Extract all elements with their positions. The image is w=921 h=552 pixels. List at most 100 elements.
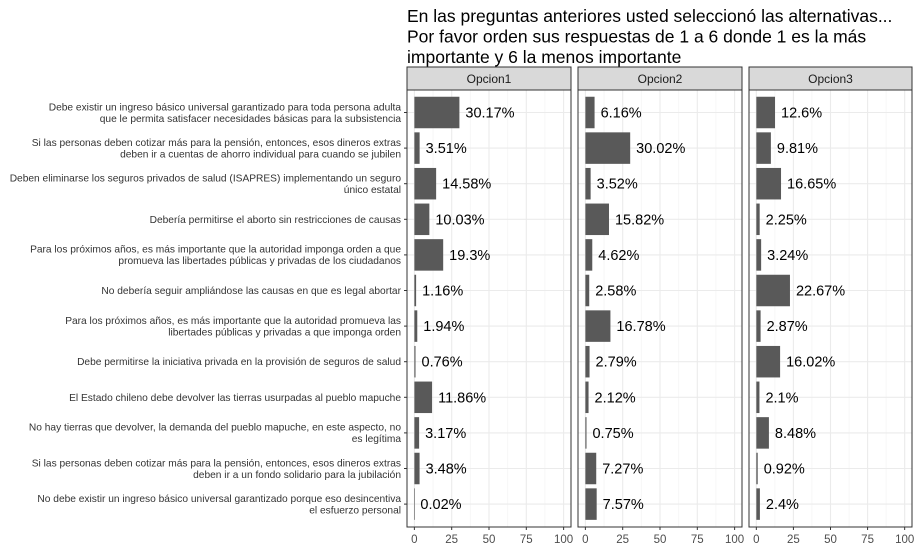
facet-strip-label: Opcion2 xyxy=(638,72,683,86)
bar-value-label: 2.79% xyxy=(596,355,637,371)
bar xyxy=(414,452,420,485)
x-tick-label: 75 xyxy=(520,534,533,546)
facet-strip-label: Opcion3 xyxy=(808,72,853,86)
bar-value-label: 0.92% xyxy=(764,462,805,478)
chart-title-line: importante y 6 la menos importante xyxy=(407,47,681,67)
bar xyxy=(414,310,418,342)
bar-value-label: 2.58% xyxy=(595,284,636,300)
category-label: Debe permitirse la iniciativa privada en… xyxy=(77,357,401,368)
bar xyxy=(585,132,631,164)
facet-strip-label: Opcion1 xyxy=(467,72,512,86)
category-label: No hay tierras que devolver, la demanda … xyxy=(29,423,401,446)
x-tick-label: 100 xyxy=(895,534,914,546)
bar-value-label: 8.48% xyxy=(775,426,816,442)
bar xyxy=(756,381,760,414)
bar-value-label: 2.12% xyxy=(595,390,636,406)
bar xyxy=(414,488,415,520)
bar-value-label: 3.51% xyxy=(426,141,467,157)
bar-value-label: 10.03% xyxy=(435,212,484,228)
bar-value-label: 0.02% xyxy=(420,497,461,513)
facet-strip xyxy=(748,66,913,91)
bar-value-label: 1.16% xyxy=(422,284,463,300)
x-tick-label: 25 xyxy=(445,534,458,546)
bar xyxy=(585,488,597,520)
bar xyxy=(414,132,420,164)
bar xyxy=(585,381,589,414)
bar-value-label: 16.65% xyxy=(787,177,836,193)
category-label: No debería seguir ampliándose las causas… xyxy=(101,286,401,297)
bar-value-label: 16.02% xyxy=(786,355,835,371)
category-label: Si las personas deben cotizar más para l… xyxy=(32,138,401,161)
bar-value-label: 30.02% xyxy=(636,141,685,157)
bar-value-label: 7.57% xyxy=(603,497,644,513)
bar-value-label: 2.4% xyxy=(766,497,799,513)
bar-value-label: 19.3% xyxy=(449,248,490,264)
bar xyxy=(756,274,790,307)
bar xyxy=(585,239,593,271)
bar-value-label: 14.58% xyxy=(442,177,491,193)
bar xyxy=(414,203,430,236)
bar-value-label: 4.62% xyxy=(598,248,639,264)
x-tick-label: 50 xyxy=(824,534,837,546)
category-label: No debe existir un ingreso básico univer… xyxy=(37,494,401,516)
category-label: Debería permitirse el aborto sin restric… xyxy=(150,215,401,226)
bar xyxy=(756,452,758,485)
x-tick-label: 0 xyxy=(753,534,759,546)
category-label: Si las personas deben cotizar más para l… xyxy=(32,458,401,481)
x-tick-label: 100 xyxy=(554,534,573,546)
bar-value-label: 1.94% xyxy=(423,319,464,335)
bar xyxy=(756,132,771,164)
panel-opcion1: 30.17% 3.51% 14.58% 10.03% 19.3% 1.16% 1.94% 0.… xyxy=(406,66,573,546)
category-label: Deben eliminarse los seguros privados de… xyxy=(10,173,402,196)
bar xyxy=(756,239,762,271)
x-tick-label: 0 xyxy=(582,534,588,546)
bar xyxy=(756,203,760,236)
bar xyxy=(585,345,590,378)
bar-value-label: 6.16% xyxy=(601,106,642,122)
bar-value-label: 0.75% xyxy=(592,426,633,442)
bar xyxy=(414,96,460,129)
category-label: El Estado chileno debe devolver las tier… xyxy=(69,393,401,404)
x-tick-label: 50 xyxy=(654,534,667,546)
bar xyxy=(414,345,416,378)
bar-value-label: 2.1% xyxy=(765,390,798,406)
bar xyxy=(414,417,420,449)
bar-value-label: 16.78% xyxy=(616,319,665,335)
chart-title-line: En las preguntas anteriores usted selecc… xyxy=(407,6,892,26)
x-tick-label: 100 xyxy=(725,534,744,546)
panel-opcion2: 6.16% 30.02% 3.52% 15.82% 4.62% 2.58% 16.78% 2.… xyxy=(577,66,744,546)
bar xyxy=(756,488,760,520)
bar xyxy=(414,239,444,271)
bar xyxy=(414,381,433,414)
bar-value-label: 7.27% xyxy=(602,462,643,478)
x-tick-label: 75 xyxy=(691,534,704,546)
bar-value-label: 30.17% xyxy=(465,106,514,122)
bar-value-label: 3.48% xyxy=(426,462,467,478)
bar-value-label: 2.87% xyxy=(767,319,808,335)
x-tick-label: 25 xyxy=(787,534,800,546)
bar xyxy=(585,167,591,200)
bar xyxy=(756,417,769,449)
bar xyxy=(414,274,417,307)
chart-title: En las preguntas anteriores usted selecc… xyxy=(407,6,892,67)
bar xyxy=(756,310,761,342)
bar xyxy=(585,310,611,342)
bar-value-label: 11.86% xyxy=(438,390,486,406)
facet-strip xyxy=(577,66,743,91)
category-labels: Debe existir un ingreso básico universal… xyxy=(10,102,407,516)
chart-title-line: Por favor orden sus respuestas de 1 a 6 … xyxy=(407,27,866,47)
bar xyxy=(585,96,595,129)
bar-value-label: 0.76% xyxy=(422,355,463,371)
facet-panels: 30.17% 3.51% 14.58% 10.03% 19.3% 1.16% 1.94% 0.… xyxy=(406,66,914,546)
bar-value-label: 3.24% xyxy=(767,248,808,264)
panel-opcion3: 12.6% 9.81% 16.65% 2.25% 3.24% 22.67% 2.87% 16.… xyxy=(748,66,914,546)
bar xyxy=(585,452,597,485)
category-label: Para los próximos años, es más important… xyxy=(30,245,401,268)
bar-value-label: 3.52% xyxy=(597,177,638,193)
bar xyxy=(585,417,587,449)
bar-value-label: 2.25% xyxy=(766,212,807,228)
bar xyxy=(585,274,590,307)
category-label: Debe existir un ingreso básico universal… xyxy=(49,102,402,125)
bar xyxy=(756,345,781,378)
